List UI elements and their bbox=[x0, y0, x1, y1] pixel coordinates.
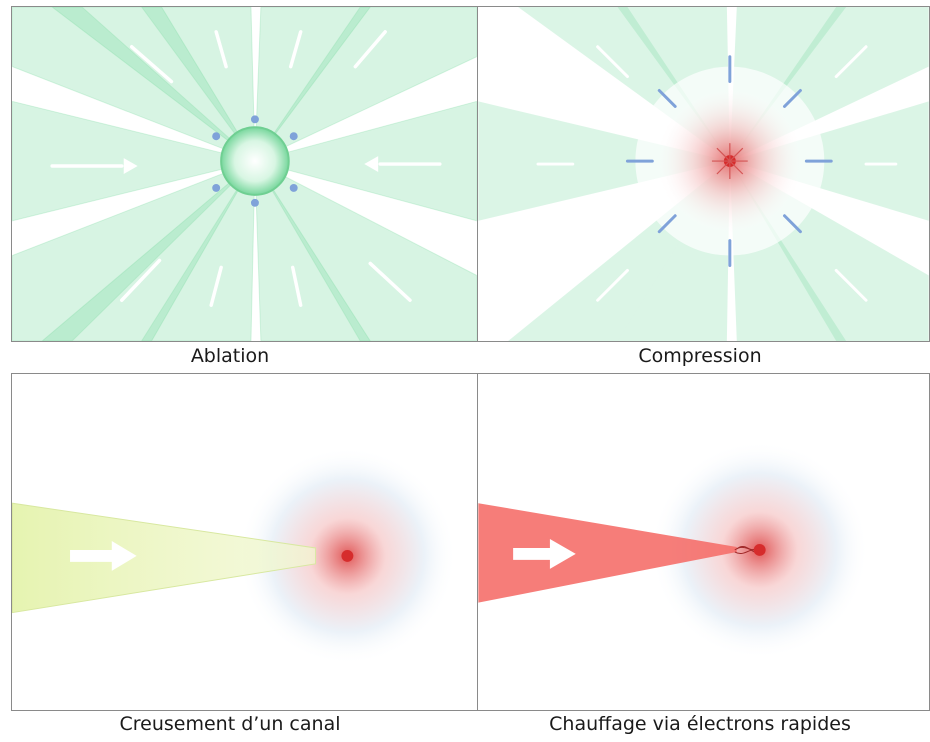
core bbox=[753, 543, 766, 556]
channel-illustration bbox=[12, 374, 477, 710]
caption-fast-electrons: Chauffage via électrons rapides bbox=[549, 713, 851, 735]
caption-ablation: Ablation bbox=[190, 345, 270, 367]
capsule bbox=[220, 126, 290, 196]
panel-ablation bbox=[11, 6, 478, 342]
ablation-illustration bbox=[12, 7, 477, 341]
core bbox=[341, 549, 354, 562]
panel-compression bbox=[477, 6, 930, 342]
compression-illustration bbox=[478, 7, 929, 341]
panel-channel bbox=[11, 373, 478, 711]
caption-channel: Creusement d’un canal bbox=[119, 713, 341, 735]
caption-compression: Compression bbox=[638, 345, 762, 367]
panel-fast-electrons bbox=[477, 373, 930, 711]
fast-electrons-illustration bbox=[478, 374, 929, 710]
